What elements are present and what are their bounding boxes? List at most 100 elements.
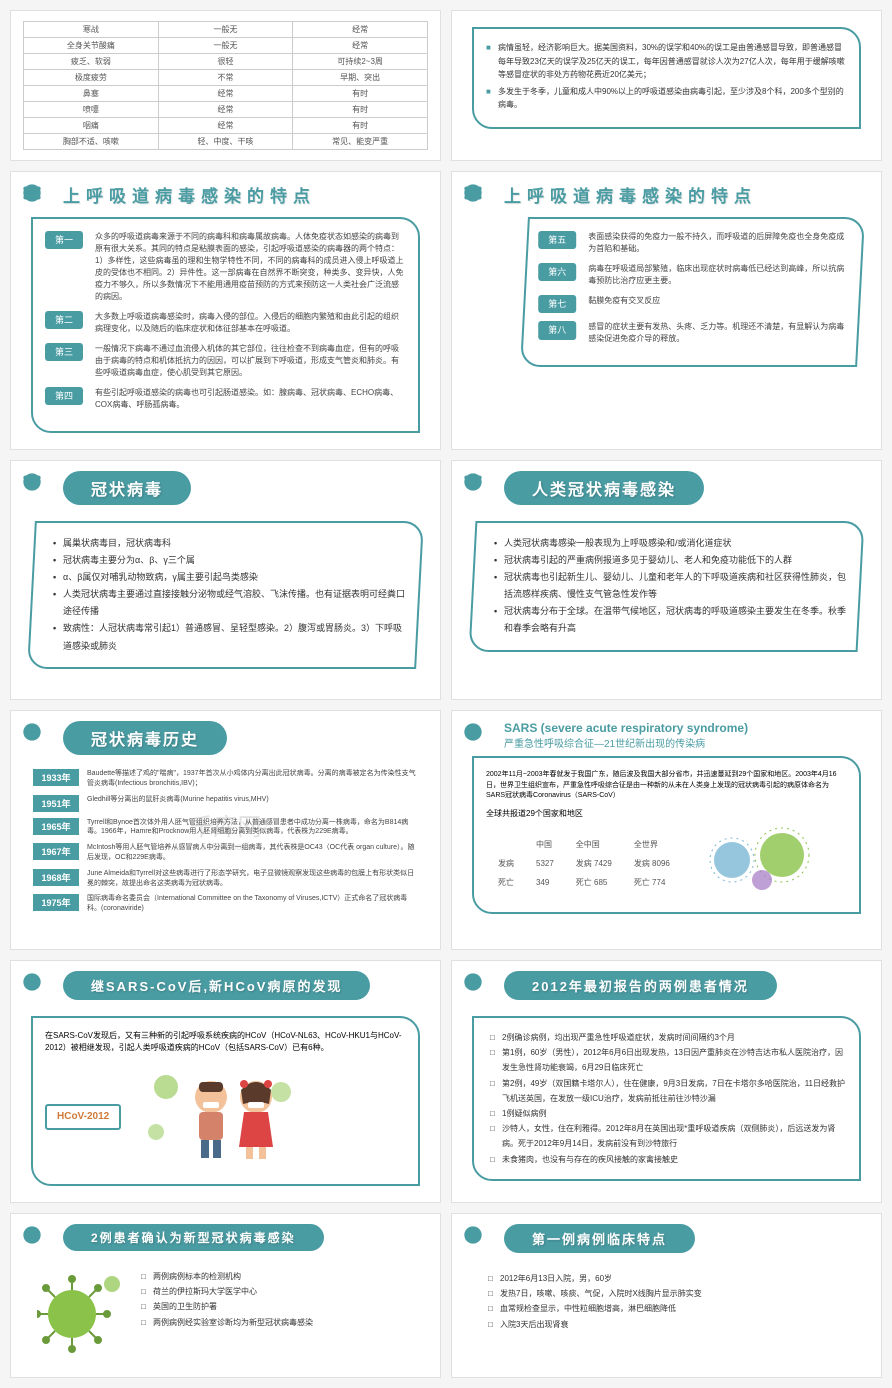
timeline-text: Tyrrell和Bynoe首次体外用人胚气管组织培养方法，从普通感冒患者中成功分… [87, 818, 418, 838]
content-box: 属巢状病毒目，冠状病毒科冠状病毒主要分为α、β、γ三个属α、β属仅对哺乳动物致病… [27, 521, 424, 669]
slide-10-2012cases: 2012年最初报告的两例患者情况 2例确诊病例，均出现严重急性呼吸道症状，发病时… [451, 960, 882, 1203]
ordinal-tag: 第四 [45, 387, 83, 405]
timeline-row: 1951年 Gledhill等分离出的鼠肝炎病毒(Murine hepatitis… [33, 795, 418, 812]
timeline-text: 国际病毒命名委员会（International Committee on the… [87, 894, 418, 914]
list-item: 发热7日，咳嗽、咳痰、气促，入院时X线胸片显示肺实变 [488, 1286, 849, 1301]
tag-row: 第四有些引起呼吸道感染的病毒也可引起肠道感染。如：腺病毒、冠状病毒、ECHO病毒… [45, 387, 406, 411]
ordinal-tag: 第七 [538, 295, 576, 313]
tag-row: 第二大多数上呼吸道病毒感染时，病毒入侵的部位。入侵后的细胞内繁殖和由此引起的组织… [45, 311, 406, 335]
tag-text: 有些引起呼吸道感染的病毒也可引起肠道感染。如：腺病毒、冠状病毒、ECHO病毒、C… [95, 387, 406, 411]
slide-title: 上呼吸道病毒感染的特点 [504, 182, 869, 207]
table-cell: 一般无 [158, 38, 293, 54]
slide-5-coronavirus: 冠状病毒 属巢状病毒目，冠状病毒科冠状病毒主要分为α、β、γ三个属α、β属仅对哺… [10, 460, 441, 700]
tag-text: 病毒在呼吸道局部繁殖，临床出现症状时病毒低已经达到高峰，所以抗病毒预防比治疗应更… [588, 263, 847, 287]
slide-subtitle: 严重急性呼吸综合征—21世纪新出现的传染病 [504, 735, 869, 750]
table-cell: 发病 [488, 856, 524, 873]
hcov-badge: HCoV-2012 [45, 1104, 121, 1130]
virus-icon [19, 1222, 45, 1248]
virus-illustration [702, 820, 812, 900]
list-item: 病情虽轻，经济影响巨大。据美国资料，30%的误学和40%的误工是由普通感冒导致，… [486, 41, 847, 82]
table-cell: 死亡 [488, 875, 524, 892]
timeline-text: June Almeida和Tyrrell对这些病毒进行了形态学研究，电子显微镜观… [87, 869, 418, 889]
table-cell: 极度疲劳 [24, 70, 159, 86]
list-item: 英国的卫生防护署 [141, 1299, 414, 1314]
table-cell: 鼻塞 [24, 86, 159, 102]
timeline: 1933年Baudette等描述了鸡的"喘病"，1937年首次从小鸡体内分离出此… [23, 765, 428, 924]
list-item: 人类冠状病毒感染一般表现为上呼吸感染和/或消化道症状 [494, 535, 847, 552]
virus-icon [19, 719, 45, 745]
year-tag: 1967年 [33, 843, 79, 860]
slide-12-first-case: 第一例病例临床特点 2012年6月13日入院，男，60岁发热7日，咳嗽、咳痰、气… [451, 1213, 882, 1378]
slide-6-human-cov: 人类冠状病毒感染 人类冠状病毒感染一般表现为上呼吸感染和/或消化道症状冠状病毒引… [451, 460, 882, 700]
tag-row: 第一众多的呼吸道病毒来源于不同的病毒科和病毒属故病毒。人体免疫状态如感染的病毒到… [45, 231, 406, 303]
table-row: 咽痛经常有时 [24, 118, 428, 134]
timeline-row: 1975年国际病毒命名委员会（International Committee o… [33, 894, 418, 914]
virus-icon [19, 469, 45, 495]
table-row: 死亡349死亡 685死亡 774 [488, 875, 680, 892]
content-box: 2002年11月~2003年春就发于我国广东，随后波及我国大部分省市，并迅速蔓延… [472, 756, 861, 914]
list-item: 冠状病毒也引起新生儿、婴幼儿、儿童和老年人的下呼吸道疾病和社区获得性肺炎，包括流… [494, 569, 847, 603]
year-tag: 1975年 [33, 894, 79, 911]
virus-icon [460, 469, 486, 495]
slide-title: 上呼吸道病毒感染的特点 [63, 182, 428, 207]
list-item: α、β属仅对哺乳动物致病，γ属主要引起鸟类感染 [53, 569, 406, 586]
slide-title: SARS (severe acute respiratory syndrome) [504, 721, 869, 735]
table-row: 全身关节酸痛一般无经常 [24, 38, 428, 54]
table-row: 寒战一般无经常 [24, 22, 428, 38]
table-cell: 很轻 [158, 54, 293, 70]
timeline-row: 1967年McIntosh等用人胚气管培养从感冒病人中分离到一组病毒，其代表株是… [33, 843, 418, 863]
table-row: 疲乏、软弱很轻可持续2~3周 [24, 54, 428, 70]
list-item: 未食猪肉，也没有与存在的疾风接触的家禽接触史 [490, 1152, 847, 1167]
timeline-row: 1965年 Tyrrell和Bynoe首次体外用人胚气管组织培养方法，从普通感冒患… [33, 818, 418, 838]
table-cell: 全身关节酸痛 [24, 38, 159, 54]
table-cell: 喷嚏 [24, 102, 159, 118]
table-cell: 经常 [158, 86, 293, 102]
list-item: 多发生于冬季，儿童和成人中90%以上的呼吸道感染由病毒引起，至少涉及8个科，20… [486, 85, 847, 112]
timeline-row: 1933年Baudette等描述了鸡的"喘病"，1937年首次从小鸡体内分离出此… [33, 769, 418, 789]
virus-icon [460, 1222, 486, 1248]
tag-text: 黏膜免疫有交叉反应 [588, 295, 847, 307]
table-cell: 发病 7429 [566, 856, 622, 873]
content-box: 病情虽轻，经济影响巨大。据美国资料，30%的误学和40%的误工是由普通感冒导致，… [472, 27, 861, 129]
slide-grid: 寒战一般无经常全身关节酸痛一般无经常疲乏、软弱很轻可持续2~3周极度疲劳不常早期… [10, 10, 882, 1378]
table-row: 胸部不适、咳嗽轻、中度、干咳常见、能变严重 [24, 134, 428, 150]
table-cell: 经常 [293, 38, 428, 54]
slide-11-confirm: 2例患者确认为新型冠状病毒感染 两例病例标本的检测机构荷兰的伊拉斯玛大学医学中心… [10, 1213, 441, 1378]
hcov-text: 在SARS-CoV发现后，又有三种新的引起呼吸系统疾病的HCoV（HCoV-NL… [45, 1030, 406, 1054]
list-item: 沙特人，女性，住在利雅得。2012年8月在英国出现*重呼吸道疾病（双侧肺炎），后… [490, 1121, 847, 1151]
list-item: 两例病例标本的检测机构 [141, 1269, 414, 1284]
stats-table: 中国全中国全世界发病5327发病 7429发病 8096死亡349死亡 685死… [486, 835, 682, 893]
timeline-text: Gledhill等分离出的鼠肝炎病毒(Murine hepatitis viru… [87, 795, 418, 805]
table-cell: 早期、突出 [293, 70, 428, 86]
virus-icon [460, 969, 486, 995]
slide-8-sars: SARS (severe acute respiratory syndrome)… [451, 710, 882, 950]
slide-9-hcov: 继SARS-CoV后,新HCoV病原的发现 在SARS-CoV发现后，又有三种新… [10, 960, 441, 1203]
table-cell: 死亡 685 [566, 875, 622, 892]
tag-row: 第六病毒在呼吸道局部繁殖，临床出现症状时病毒低已经达到高峰，所以抗病毒预防比治疗… [538, 263, 847, 287]
table-row: 鼻塞经常有时 [24, 86, 428, 102]
list-item: 属巢状病毒目，冠状病毒科 [53, 535, 406, 552]
list-item: 血常规检查显示，中性粒细胞增高，淋巴细胞降低 [488, 1301, 849, 1316]
year-tag: 1965年 [33, 818, 79, 835]
ordinal-tag: 第三 [45, 343, 83, 361]
table-cell [488, 837, 524, 854]
slide-4-features-b: 上呼吸道病毒感染的特点 第五表面感染获得的免疫力一般不持久，而呼吸道的后屏障免疫… [451, 171, 882, 450]
timeline-row: 1968年June Almeida和Tyrrell对这些病毒进行了形态学研究，电… [33, 869, 418, 889]
year-tag: 1951年 [33, 795, 79, 812]
ordinal-tag: 第一 [45, 231, 83, 249]
table-cell: 5327 [526, 856, 564, 873]
table-cell: 有时 [293, 118, 428, 134]
virus-icon [460, 719, 486, 745]
virus-icon [19, 180, 45, 206]
table-cell: 疲乏、软弱 [24, 54, 159, 70]
sars-summary: 全球共报道29个国家和地区 [486, 808, 847, 821]
table-cell: 轻、中度、干咳 [158, 134, 293, 150]
list-item: 人类冠状病毒主要通过直接接触分泌物或经气溶胶、飞沫传播。也有证据表明可经粪口途径… [53, 586, 406, 620]
table-row: 发病5327发病 7429发病 8096 [488, 856, 680, 873]
table-cell: 常见、能变严重 [293, 134, 428, 150]
table-cell: 寒战 [24, 22, 159, 38]
tag-text: 感冒的症状主要有发热、头疼、乏力等。机理还不清楚，有显解认为病毒感染促进免疫介导… [588, 321, 847, 345]
tag-row: 第五表面感染获得的免疫力一般不持久，而呼吸道的后屏障免疫也全身免疫成为首陷和基础… [538, 231, 847, 255]
content-box: 第五表面感染获得的免疫力一般不持久，而呼吸道的后屏障免疫也全身免疫成为首陷和基础… [520, 217, 865, 367]
content-box: 人类冠状病毒感染一般表现为上呼吸感染和/或消化道症状冠状病毒引起的严重病例报道多… [469, 521, 865, 652]
